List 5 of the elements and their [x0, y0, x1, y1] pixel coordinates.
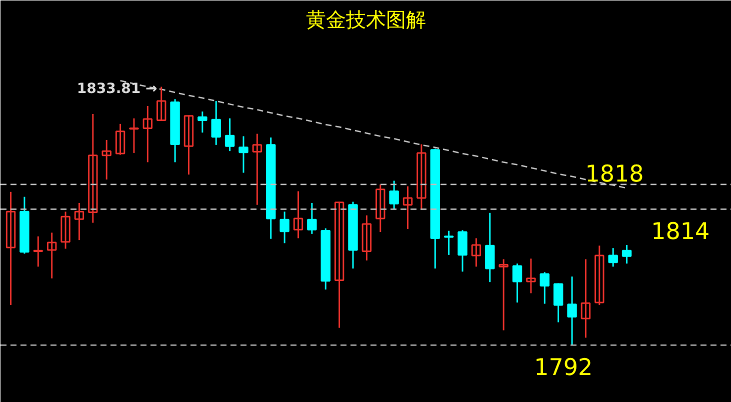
ref-line-label: 1818: [585, 161, 644, 188]
ref-line-label: 1792: [534, 355, 593, 382]
chart-title: 黄金技术图解: [306, 8, 426, 32]
annotation: 1833.81 →: [76, 80, 158, 97]
ref-line-label: 1814: [651, 219, 710, 246]
